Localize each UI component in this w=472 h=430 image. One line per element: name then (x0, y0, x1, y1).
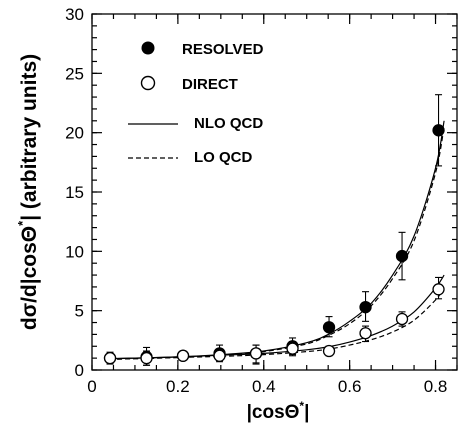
resolved-point (359, 300, 372, 314)
model-curves (109, 120, 445, 360)
resolved-point (322, 321, 336, 334)
legend-marker-resolved (141, 41, 155, 55)
direct-point (176, 349, 190, 362)
x-tick-label: 0.4 (252, 377, 276, 396)
curve-1 (109, 126, 445, 360)
y-axis-title-end: | (arbitrary units) (18, 54, 41, 221)
legend-label-resolved: RESOLVED (182, 41, 264, 58)
x-axis-title: |cosΘ*| (247, 399, 310, 423)
legend-label-lo: LO QCD (194, 149, 252, 166)
y-axis-title: dσ/d|cosΘ*| (arbitrary units) (15, 54, 41, 330)
x-axis-title-sup: * (299, 399, 304, 413)
resolved-point (432, 124, 445, 137)
x-tick-label: 0.6 (338, 377, 362, 396)
y-tick-label: 15 (65, 183, 84, 202)
legend-label-nlo: NLO QCD (194, 115, 263, 132)
y-tick-label: 0 (75, 361, 84, 380)
direct-point (286, 342, 299, 355)
direct-point (249, 347, 263, 360)
direct-point (322, 344, 336, 358)
direct-point (103, 351, 117, 365)
direct-point (395, 312, 409, 326)
y-axis-title-main: dσ/d|cosΘ (18, 226, 41, 330)
y-tick-label: 25 (65, 64, 84, 83)
x-tick-label: 0 (87, 377, 96, 396)
x-tick-label: 0.2 (166, 377, 190, 396)
y-tick-label: 30 (65, 5, 84, 24)
direct-point (359, 327, 372, 340)
direct-point (140, 351, 153, 365)
x-axis-title-end: | (304, 402, 309, 423)
y-tick-label: 20 (65, 124, 84, 143)
legend-marker-direct (140, 75, 156, 91)
curve-0 (109, 120, 445, 360)
x-tick-label: 0.8 (424, 377, 448, 396)
axis-ticks: 0 0.2 0.4 0.6 0.8 0 5 10 15 20 25 30 (65, 5, 458, 396)
y-axis-title-sup: * (15, 220, 30, 226)
y-tick-label: 10 (65, 242, 84, 261)
curve-2 (109, 274, 445, 360)
resolved-point (395, 249, 409, 263)
legend-label-direct: DIRECT (182, 76, 238, 93)
x-axis-title-main: |cosΘ (247, 402, 300, 423)
direct-point (213, 349, 226, 362)
data-points (103, 94, 445, 366)
y-tick-label: 5 (75, 302, 84, 321)
legend: RESOLVED DIRECT NLO QCD LO QCD (128, 41, 264, 166)
direct-point (432, 283, 445, 296)
